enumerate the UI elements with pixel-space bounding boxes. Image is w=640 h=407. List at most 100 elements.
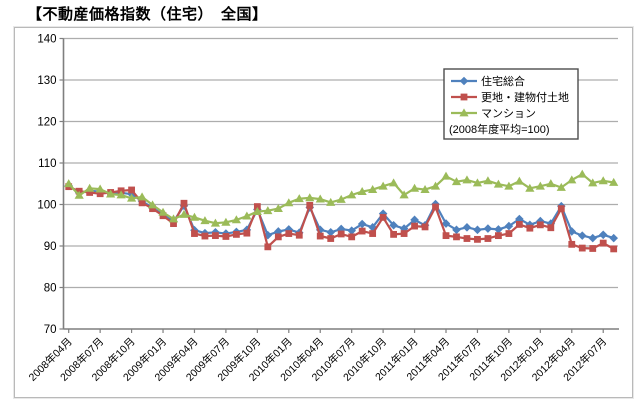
y-axis-labels: 70 80 90 100 110 120 130 140 xyxy=(37,34,56,337)
data-point-marker xyxy=(577,169,587,178)
data-point-marker xyxy=(106,189,116,198)
data-point-marker xyxy=(589,245,597,252)
data-point-marker xyxy=(410,215,419,225)
data-point-marker xyxy=(138,199,146,207)
data-point-marker xyxy=(484,235,492,242)
data-point-marker xyxy=(347,226,356,235)
data-point-marker xyxy=(389,220,398,230)
data-point-marker xyxy=(389,178,399,187)
data-point-marker xyxy=(453,233,460,241)
data-point-marker xyxy=(609,177,619,186)
data-point-marker xyxy=(336,194,346,203)
y-tick-label: 120 xyxy=(37,117,56,129)
data-point-marker xyxy=(326,197,336,206)
series-マンション xyxy=(64,169,619,227)
data-point-marker xyxy=(451,177,462,186)
data-point-marker xyxy=(432,203,439,211)
data-point-marker xyxy=(610,245,618,253)
series-更地・建物付土地 xyxy=(65,183,618,253)
data-point-marker xyxy=(273,204,283,213)
data-point-marker xyxy=(493,179,504,188)
data-point-marker xyxy=(347,190,357,199)
data-point-marker xyxy=(609,233,618,243)
data-point-marker xyxy=(336,224,346,234)
data-point-marker xyxy=(546,179,556,188)
y-tick-label: 90 xyxy=(44,241,57,253)
data-point-marker xyxy=(252,206,262,215)
data-point-marker xyxy=(85,183,95,192)
data-point-marker xyxy=(368,184,378,193)
data-point-marker xyxy=(327,235,335,242)
data-point-marker xyxy=(295,231,303,239)
data-point-marker xyxy=(126,193,137,202)
data-point-marker xyxy=(442,232,450,240)
data-point-marker xyxy=(348,233,356,241)
data-point-marker xyxy=(242,211,252,220)
data-point-marker xyxy=(409,183,420,192)
data-point-marker xyxy=(379,213,387,221)
data-point-marker xyxy=(430,181,441,190)
data-point-marker xyxy=(147,200,158,209)
data-point-marker xyxy=(462,175,472,184)
data-point-marker xyxy=(568,240,576,248)
y-tick-label: 140 xyxy=(37,34,56,46)
data-point-marker xyxy=(504,181,514,190)
data-point-marker xyxy=(116,190,126,199)
data-point-marker xyxy=(274,233,282,241)
data-point-marker xyxy=(473,225,482,235)
data-point-marker xyxy=(460,93,468,101)
y-tick-label: 130 xyxy=(37,75,56,87)
data-point-marker xyxy=(578,244,586,252)
data-point-marker xyxy=(128,186,135,194)
data-point-marker xyxy=(463,235,471,242)
data-point-marker xyxy=(452,225,461,235)
data-point-marker xyxy=(459,108,469,117)
data-point-marker xyxy=(536,221,544,229)
data-point-marker xyxy=(505,230,513,237)
data-point-marker xyxy=(525,183,535,192)
data-point-marker xyxy=(306,201,314,209)
data-point-marker xyxy=(315,194,325,203)
data-point-marker xyxy=(483,224,493,233)
chart-frame: 70 80 90 100 110 120 130 140 2008年04月 2008年07月 200… xyxy=(14,27,633,398)
page-title: 【不動産価格指数（住宅） 全国】 xyxy=(27,6,268,23)
data-point-marker xyxy=(462,223,472,232)
data-point-marker xyxy=(567,175,577,184)
data-point-marker xyxy=(210,218,221,227)
y-tick-label: 110 xyxy=(38,158,56,170)
data-point-marker xyxy=(191,230,198,237)
data-point-marker xyxy=(74,190,84,199)
data-point-marker xyxy=(200,216,210,225)
y-tick-label: 70 xyxy=(44,324,57,336)
data-point-marker xyxy=(189,212,200,221)
legend-note: (2008年度平均=100) xyxy=(449,122,550,136)
data-point-marker xyxy=(231,215,241,224)
data-point-marker xyxy=(598,230,608,240)
data-point-marker xyxy=(378,181,388,190)
data-point-marker xyxy=(495,232,502,240)
data-point-marker xyxy=(180,199,188,207)
data-point-marker xyxy=(514,176,524,185)
legend-label: 住宅総合 xyxy=(481,74,525,88)
data-point-marker xyxy=(305,193,315,202)
data-point-marker xyxy=(556,182,566,191)
data-point-marker xyxy=(243,229,251,237)
data-point-marker xyxy=(284,225,294,234)
data-point-marker xyxy=(263,230,273,240)
y-tick-label: 100 xyxy=(37,200,56,212)
data-point-marker xyxy=(472,178,483,187)
data-point-marker xyxy=(284,198,294,207)
data-point-marker xyxy=(399,190,409,199)
data-point-marker xyxy=(232,230,240,238)
data-point-marker xyxy=(515,221,523,228)
data-point-marker xyxy=(421,223,429,231)
data-point-marker xyxy=(557,205,565,213)
data-point-marker xyxy=(294,194,304,203)
data-point-marker xyxy=(459,76,469,86)
data-point-marker xyxy=(201,232,209,240)
data-point-marker xyxy=(420,184,430,193)
data-point-marker xyxy=(441,171,451,180)
data-point-marker xyxy=(263,206,273,215)
data-point-marker xyxy=(368,223,377,232)
